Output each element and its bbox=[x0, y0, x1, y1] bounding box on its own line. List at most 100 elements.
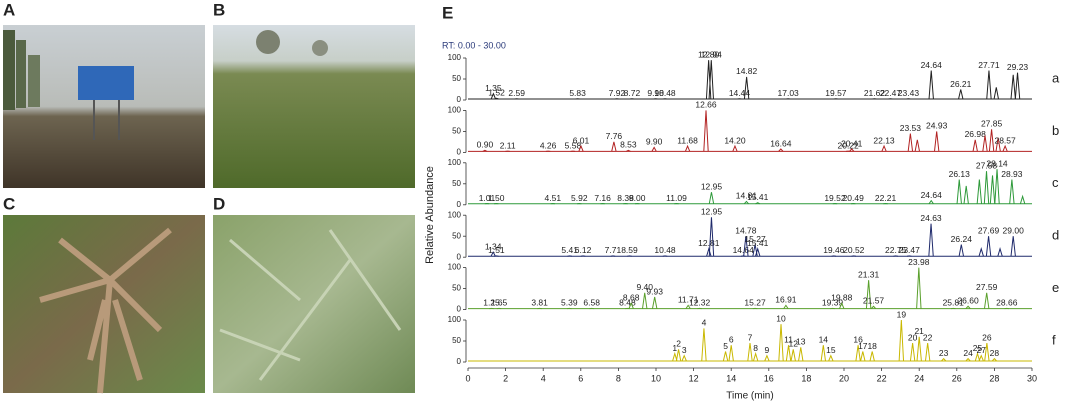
peak-label: 24.93 bbox=[926, 121, 948, 131]
y-tick-label: 50 bbox=[452, 74, 461, 83]
peak bbox=[702, 328, 706, 361]
peak bbox=[908, 134, 912, 152]
peak-label: 10.48 bbox=[654, 245, 676, 255]
y-tick-label: 100 bbox=[448, 210, 462, 219]
trace-label: f bbox=[1052, 332, 1056, 347]
peak-label: 29.23 bbox=[1007, 62, 1029, 72]
peak bbox=[733, 146, 737, 151]
x-tick-label: 4 bbox=[541, 373, 546, 383]
peak-label: 14 bbox=[819, 334, 829, 344]
peak-label: 1.52 bbox=[488, 88, 505, 98]
peak-label: 8.72 bbox=[624, 88, 641, 98]
peak bbox=[1011, 236, 1015, 256]
peak bbox=[652, 147, 656, 151]
x-axis-label: Time (min) bbox=[726, 391, 773, 402]
y-tick-label: 100 bbox=[448, 158, 462, 167]
x-tick-label: 12 bbox=[689, 373, 699, 383]
peak-label: 15.41 bbox=[747, 238, 769, 248]
peak-label: 2.11 bbox=[500, 140, 516, 150]
peak-label: 4.51 bbox=[545, 193, 562, 203]
peak-label: 23.98 bbox=[908, 257, 930, 267]
peak-label: 17 bbox=[858, 341, 868, 351]
peak bbox=[915, 140, 919, 152]
peak-label: 8.68 bbox=[623, 293, 640, 303]
peak-label: 26.21 bbox=[950, 79, 972, 89]
peak-label: 18 bbox=[867, 341, 877, 351]
peak bbox=[704, 110, 708, 151]
peak bbox=[652, 297, 656, 309]
x-tick-label: 30 bbox=[1027, 373, 1037, 383]
peak-label: 9.90 bbox=[646, 137, 663, 147]
peak bbox=[791, 349, 795, 361]
trace-label: c bbox=[1052, 175, 1059, 190]
peak-label: 20.49 bbox=[843, 193, 865, 203]
y-tick-label: 100 bbox=[448, 53, 462, 62]
y-tick-label: 50 bbox=[452, 336, 461, 345]
peak-label: 26.13 bbox=[949, 169, 971, 179]
peak-label: 7.71 bbox=[605, 245, 622, 255]
peak-label: 5.83 bbox=[569, 88, 586, 98]
peak bbox=[910, 343, 914, 361]
peak-label: 4 bbox=[702, 318, 707, 328]
x-tick-label: 28 bbox=[989, 373, 999, 383]
peak bbox=[799, 347, 803, 361]
peak-label: 23.53 bbox=[900, 123, 922, 133]
y-tick-label: 100 bbox=[448, 263, 462, 272]
peak-label: 24.64 bbox=[921, 60, 943, 70]
peak-label: 12.94 bbox=[701, 49, 723, 59]
x-tick-label: 22 bbox=[877, 373, 887, 383]
peak bbox=[1020, 196, 1024, 203]
peak-label: 29.00 bbox=[1003, 225, 1025, 235]
trace-label: e bbox=[1052, 280, 1059, 295]
peak-label: 12.81 bbox=[698, 238, 720, 248]
peak-label: 14.44 bbox=[729, 88, 751, 98]
peak bbox=[959, 90, 963, 100]
peak-label: 22.21 bbox=[875, 193, 897, 203]
trace-label: d bbox=[1052, 228, 1059, 243]
peak bbox=[861, 352, 865, 362]
peak-label: 26.60 bbox=[957, 295, 979, 305]
y-tick-label: 0 bbox=[457, 357, 462, 366]
peak-label: 2.59 bbox=[508, 88, 525, 98]
peak bbox=[612, 142, 616, 152]
peak-label: 9.93 bbox=[646, 286, 663, 296]
y-tick-label: 50 bbox=[452, 231, 461, 240]
x-tick-label: 8 bbox=[616, 373, 621, 383]
x-tick-label: 26 bbox=[952, 373, 962, 383]
peak-label: 23.43 bbox=[898, 88, 920, 98]
peak bbox=[779, 324, 783, 361]
peak bbox=[984, 171, 988, 204]
peak-label: 4.26 bbox=[540, 140, 557, 150]
peak-label: 23.47 bbox=[899, 245, 921, 255]
peak-label: 8 bbox=[753, 343, 758, 353]
peak-label: 12.32 bbox=[689, 298, 711, 308]
peak-label: 21.31 bbox=[858, 269, 880, 279]
peak-label: 28.57 bbox=[994, 135, 1016, 145]
x-tick-label: 18 bbox=[801, 373, 811, 383]
peak bbox=[989, 129, 993, 151]
peak bbox=[959, 245, 963, 257]
peak-label: 28 bbox=[990, 348, 1000, 358]
y-tick-label: 0 bbox=[457, 305, 462, 314]
peak bbox=[990, 175, 994, 203]
peak-label: 1.65 bbox=[491, 298, 508, 308]
peak-label: 13 bbox=[796, 337, 806, 347]
y-tick-label: 50 bbox=[452, 179, 461, 188]
peak-label: 10.48 bbox=[654, 88, 676, 98]
peak-label: 19.88 bbox=[831, 293, 853, 303]
peak-label: 11.68 bbox=[677, 135, 698, 145]
peak-label: 16.91 bbox=[775, 295, 797, 305]
peak-label: 28.93 bbox=[1001, 169, 1023, 179]
peak bbox=[748, 343, 752, 361]
peak-label: 6.01 bbox=[573, 135, 590, 145]
y-tick-label: 0 bbox=[457, 95, 462, 104]
peak-label: 12.95 bbox=[701, 207, 723, 217]
peak-label: 5 bbox=[723, 341, 728, 351]
peak-label: 19.46 bbox=[823, 245, 845, 255]
peak-label: 28.66 bbox=[996, 298, 1018, 308]
peak-label: 14.20 bbox=[724, 135, 746, 145]
photo-d bbox=[213, 215, 415, 393]
peak bbox=[987, 71, 991, 99]
peak-label: 15 bbox=[826, 345, 836, 355]
